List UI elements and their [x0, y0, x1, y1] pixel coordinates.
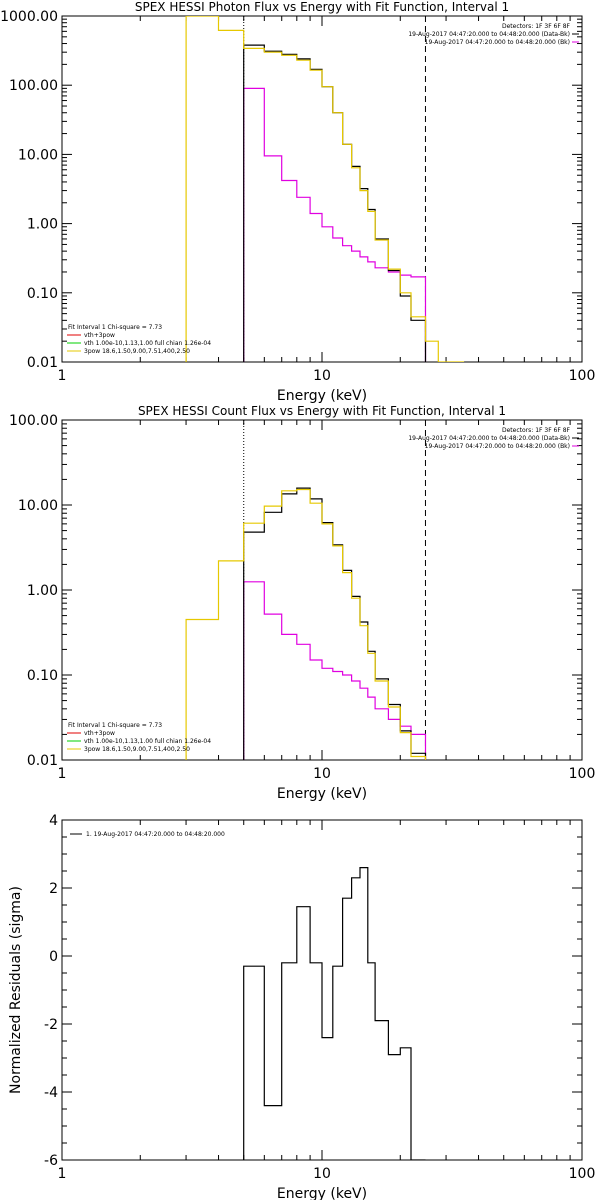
x-tick-label: 100	[569, 368, 596, 384]
chart-title: SPEX HESSI Photon Flux vs Energy with Fi…	[135, 0, 509, 14]
info-text-line: 19-Aug-2017 04:47:20.000 to 04:48:20.000…	[408, 31, 570, 38]
y-tick-label: 1.00	[27, 217, 58, 233]
x-tick-label: 100	[569, 766, 596, 782]
series-residuals-line	[243, 867, 426, 1160]
y-tick-label: 0.10	[27, 286, 58, 302]
info-text-line: 19-Aug-2017 04:47:20.000 to 04:48:20.000…	[408, 435, 570, 442]
y-axis-label: Normalized Residuals (sigma)	[8, 886, 24, 1094]
plot-area	[185, 16, 465, 362]
plot-panel-3: 1 10 100 Energy (keV) 4 2 0 -2 -4 -6 Normalized Re…	[8, 813, 595, 1200]
x-tick-label: 1	[58, 1166, 67, 1182]
legend-entry: 1. 19-Aug-2017 04:47:20.000 to 04:48:20.…	[86, 831, 225, 838]
x-tick-label: 100	[569, 1166, 596, 1182]
y-tick-label: 100.00	[9, 78, 58, 94]
legend-entry: Fit Interval 1 Chi-square = 7.73	[68, 324, 162, 331]
plot-area	[243, 867, 426, 1160]
legend-entry: 3pow 18.6,1.50,9.00,7.51,400,2.50	[84, 348, 190, 355]
y-tick-label: 10.00	[18, 498, 58, 514]
plot-frame	[61, 15, 583, 363]
series-total-fit-line	[185, 16, 465, 362]
x-tick-label: 1	[58, 766, 67, 782]
series-data-line	[243, 44, 427, 362]
series-background-line	[243, 87, 427, 362]
y-tick-label: 4	[49, 813, 58, 829]
y-tick-label: -6	[44, 1153, 58, 1169]
y-tick-label: 1000.00	[0, 9, 58, 25]
chart-title: SPEX HESSI Count Flux vs Energy with Fit…	[138, 404, 506, 418]
x-tick-label: 10	[313, 1166, 331, 1182]
y-tick-label: 0.10	[27, 668, 58, 684]
series-data-line	[243, 487, 427, 760]
x-axis-label: Energy (keV)	[277, 786, 367, 802]
plot-area	[185, 487, 427, 760]
legend-entry: Fit Interval 1 Chi-square = 7.73	[68, 722, 162, 729]
y-tick-label: 0.01	[27, 355, 58, 371]
legend-entry: vth+3pow	[84, 730, 115, 737]
plot-panel-2: SPEX HESSI Count Flux vs Energy with Fit…	[9, 404, 595, 802]
series-background-line	[243, 581, 427, 760]
plot-panel-1: SPEX HESSI Photon Flux vs Energy with Fi…	[0, 0, 595, 404]
series-total-fit-line	[185, 488, 427, 760]
legend-entry: vth+3pow	[84, 332, 115, 339]
info-text-line: Detectors: 1F 3F 6F 8F	[502, 23, 571, 30]
info-text-line: 19-Aug-2017 04:47:20.000 to 04:48:20.000…	[425, 39, 570, 46]
legend-entry: 3pow 18.6,1.50,9.00,7.51,400,2.50	[84, 746, 190, 753]
y-tick-label: -4	[44, 1085, 58, 1101]
x-axis-label: Energy (keV)	[277, 388, 367, 404]
x-axis-label: Energy (keV)	[277, 1186, 367, 1200]
y-tick-label: 2	[49, 881, 58, 897]
y-tick-label: -2	[44, 1017, 58, 1033]
x-tick-label: 1	[58, 368, 67, 384]
info-text-line: 19-Aug-2017 04:47:20.000 to 04:48:20.000…	[425, 443, 570, 450]
y-tick-label: 1.00	[27, 583, 58, 599]
plot-frame	[61, 419, 583, 761]
legend-entry: vth 1.00e-10,1.13,1.00 full chian 1.26e-…	[84, 738, 211, 745]
y-tick-label: 0.01	[27, 753, 58, 769]
y-tick-label: 100.00	[9, 413, 58, 429]
y-tick-label: 0	[49, 949, 58, 965]
x-tick-label: 10	[313, 766, 331, 782]
y-tick-label: 10.00	[18, 147, 58, 163]
legend-entry: vth 1.00e-10,1.13,1.00 full chian 1.26e-…	[84, 340, 211, 347]
x-tick-label: 10	[313, 368, 331, 384]
info-text-line: Detectors: 1F 3F 6F 8F	[502, 427, 571, 434]
